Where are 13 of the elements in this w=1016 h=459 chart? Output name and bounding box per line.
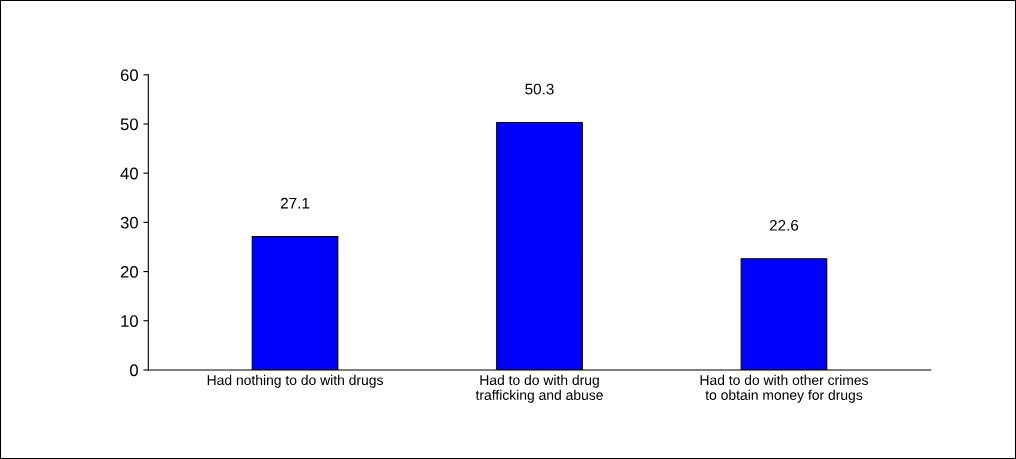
- data-label: 22.6: [769, 219, 799, 231]
- y-tick-label: 40: [120, 167, 138, 180]
- x-tick-label: Had to do with other crimes to obtain money for drugs: [700, 374, 868, 403]
- x-tick-label: Had nothing to do with drugs: [207, 374, 383, 388]
- y-tick-label: 50: [120, 118, 138, 131]
- y-tick-label: 30: [120, 216, 138, 229]
- data-label: 27.1: [280, 197, 310, 209]
- y-tick-label: 60: [120, 69, 138, 82]
- y-tick-label: 10: [121, 315, 138, 327]
- x-tick-label: Had to do with drug trafficking and abuse: [475, 374, 603, 403]
- y-tick-label: 20: [120, 265, 138, 278]
- data-label: 50.3: [525, 83, 554, 95]
- y-tick-label: 0: [130, 364, 138, 377]
